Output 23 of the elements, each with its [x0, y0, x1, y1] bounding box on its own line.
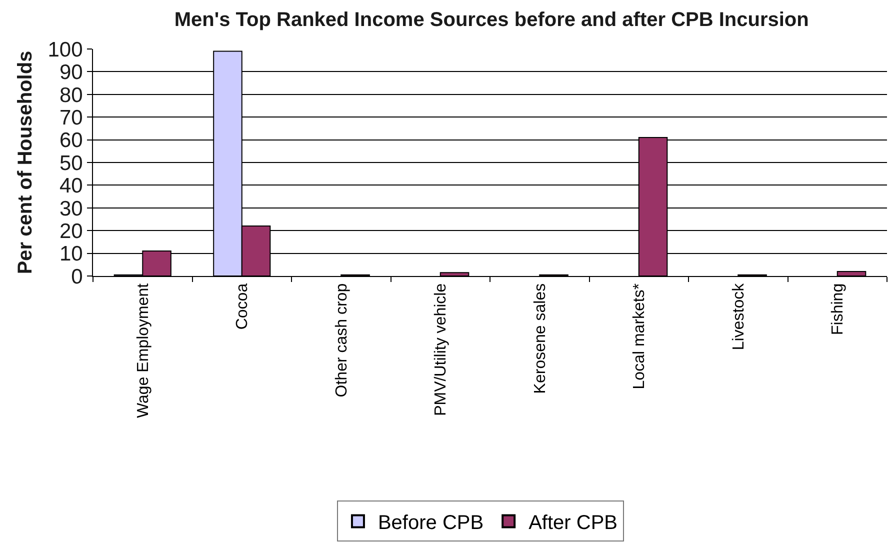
x-tick-label: Livestock: [730, 282, 748, 350]
x-tick-label: Local markets*: [631, 283, 648, 390]
y-tick-label: 10: [59, 242, 83, 266]
x-tick-label: PMV/Utility vehicle: [432, 283, 450, 416]
legend-label: Before CPB: [378, 512, 484, 534]
y-tick-label: 70: [59, 106, 83, 130]
x-tick-label: Kerosene sales: [532, 283, 549, 394]
y-tick-label: 20: [59, 220, 83, 243]
y-tick-label: 30: [59, 197, 83, 220]
legend-label: After CPB: [528, 512, 618, 534]
y-tick-label: 90: [59, 61, 83, 84]
y-tick-label: 60: [59, 129, 83, 152]
y-axis-title: Per cent of Households: [14, 50, 36, 274]
y-tick-label: 0: [71, 265, 83, 288]
x-tick-label: Other cash crop: [333, 283, 350, 398]
chart-title: Men's Top Ranked Income Sources before and after CPB Incursion: [174, 9, 809, 32]
y-tick-label: 40: [59, 174, 83, 198]
x-tick-label: Fishing: [830, 283, 847, 335]
y-tick-label: 80: [59, 84, 83, 107]
x-tick-label: Wage Employment: [134, 282, 152, 418]
x-tick-label: Cocoa: [234, 283, 252, 330]
y-tick-label: 50: [59, 152, 83, 175]
y-tick-label: 100: [48, 38, 83, 62]
